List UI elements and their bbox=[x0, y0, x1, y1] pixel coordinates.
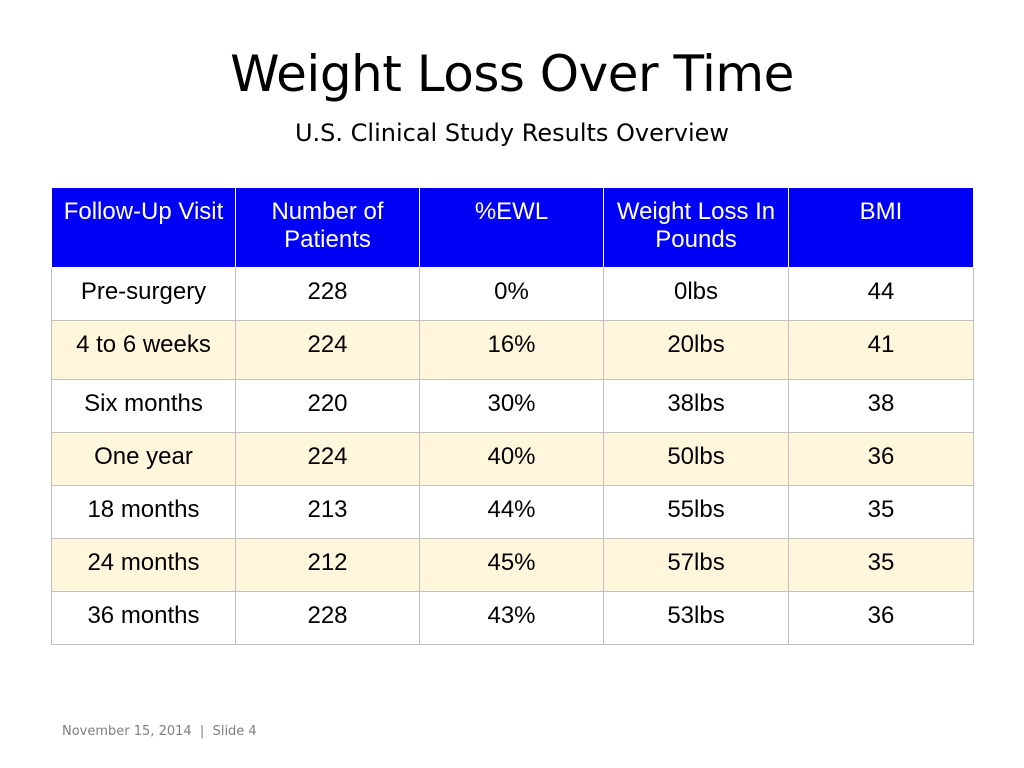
cell-patients: 228 bbox=[235, 591, 420, 645]
slide-title: Weight Loss Over Time bbox=[230, 45, 794, 103]
cell-bmi: 38 bbox=[788, 379, 974, 433]
cell-visit: 36 months bbox=[51, 591, 236, 645]
cell-weight-loss: 57lbs bbox=[603, 538, 789, 592]
slide-subtitle: U.S. Clinical Study Results Overview bbox=[294, 119, 730, 147]
cell-patients: 213 bbox=[235, 485, 420, 539]
cell-ewl: 30% bbox=[419, 379, 604, 433]
cell-visit: One year bbox=[51, 432, 236, 486]
cell-weight-loss: 0lbs bbox=[603, 267, 789, 321]
cell-ewl: 40% bbox=[419, 432, 604, 486]
table-row: 4 to 6 weeks 224 16% 20lbs 41 bbox=[51, 320, 974, 380]
cell-bmi: 44 bbox=[788, 267, 974, 321]
cell-weight-loss: 55lbs bbox=[603, 485, 789, 539]
header-weight-loss: Weight Loss In Pounds bbox=[603, 187, 789, 268]
cell-weight-loss: 20lbs bbox=[603, 320, 789, 380]
cell-weight-loss: 50lbs bbox=[603, 432, 789, 486]
cell-bmi: 35 bbox=[788, 485, 974, 539]
cell-bmi: 36 bbox=[788, 432, 974, 486]
cell-patients: 224 bbox=[235, 320, 420, 380]
cell-bmi: 35 bbox=[788, 538, 974, 592]
cell-bmi: 36 bbox=[788, 591, 974, 645]
cell-weight-loss: 38lbs bbox=[603, 379, 789, 433]
cell-patients: 212 bbox=[235, 538, 420, 592]
footer-date: November 15, 2014 bbox=[62, 724, 192, 739]
cell-visit: 4 to 6 weeks bbox=[51, 320, 236, 380]
cell-visit: 24 months bbox=[51, 538, 236, 592]
footer-separator: | bbox=[199, 724, 205, 739]
cell-ewl: 44% bbox=[419, 485, 604, 539]
results-table: Follow-Up Visit Number of Patients %EWL … bbox=[51, 187, 974, 645]
cell-visit: 18 months bbox=[51, 485, 236, 539]
cell-visit: Six months bbox=[51, 379, 236, 433]
cell-patients: 228 bbox=[235, 267, 420, 321]
cell-ewl: 43% bbox=[419, 591, 604, 645]
table-row: Pre-surgery 228 0% 0lbs 44 bbox=[51, 267, 974, 321]
header-ewl: %EWL bbox=[419, 187, 604, 268]
cell-patients: 220 bbox=[235, 379, 420, 433]
header-number-of-patients: Number of Patients bbox=[235, 187, 420, 268]
cell-visit: Pre-surgery bbox=[51, 267, 236, 321]
table-header-row: Follow-Up Visit Number of Patients %EWL … bbox=[51, 187, 974, 268]
table-row: 36 months 228 43% 53lbs 36 bbox=[51, 591, 974, 645]
cell-bmi: 41 bbox=[788, 320, 974, 380]
slide-footer: November 15, 2014 | Slide 4 bbox=[62, 724, 257, 739]
header-bmi: BMI bbox=[788, 187, 974, 268]
table-row: 24 months 212 45% 57lbs 35 bbox=[51, 538, 974, 592]
header-follow-up-visit: Follow-Up Visit bbox=[51, 187, 236, 268]
footer-slide-number: Slide 4 bbox=[212, 724, 257, 739]
table-row: One year 224 40% 50lbs 36 bbox=[51, 432, 974, 486]
cell-ewl: 16% bbox=[419, 320, 604, 380]
cell-ewl: 0% bbox=[419, 267, 604, 321]
table-row: 18 months 213 44% 55lbs 35 bbox=[51, 485, 974, 539]
cell-patients: 224 bbox=[235, 432, 420, 486]
cell-weight-loss: 53lbs bbox=[603, 591, 789, 645]
cell-ewl: 45% bbox=[419, 538, 604, 592]
table-row: Six months 220 30% 38lbs 38 bbox=[51, 379, 974, 433]
